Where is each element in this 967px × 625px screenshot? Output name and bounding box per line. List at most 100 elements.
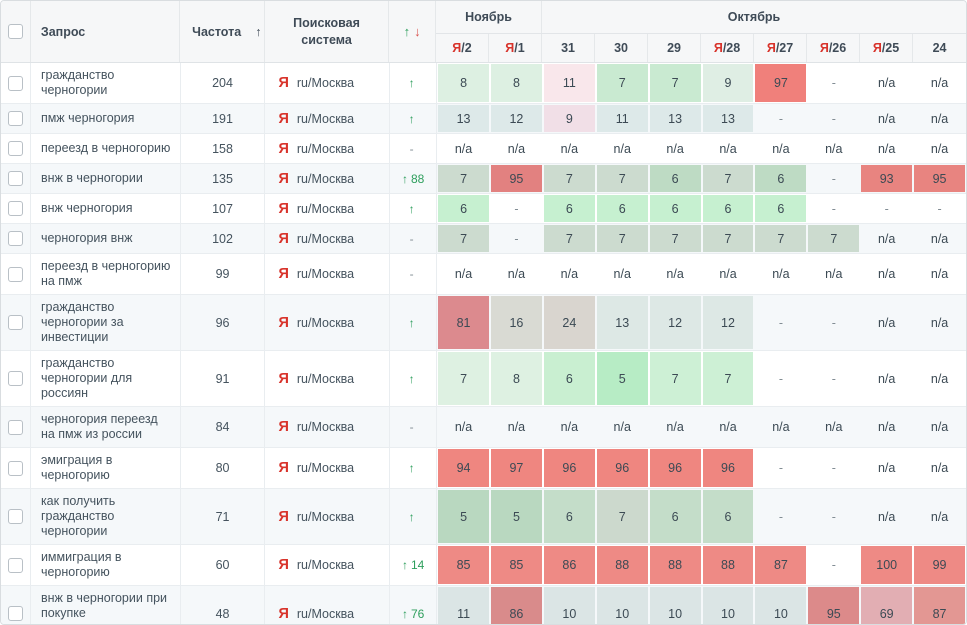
engine-region-label: ru/Москва [296, 111, 355, 126]
date-column-header[interactable]: Я/27 [754, 34, 808, 62]
position-cell: 85 [490, 545, 543, 585]
frequency-cell: 84 [181, 407, 266, 447]
column-header-change[interactable]: ↑ ↓ [389, 1, 437, 62]
query-cell[interactable]: переезд в черногорию на пмж [31, 254, 181, 294]
position-cell: 88 [702, 545, 755, 585]
table-row: иммиграция в черногорию 60 Я ru/Москва ↑… [1, 545, 966, 586]
position-cell: n/a [613, 267, 631, 281]
position-cell: 9 [543, 104, 596, 133]
query-cell[interactable]: черногория внж [31, 224, 181, 253]
position-cell: 6 [649, 489, 702, 544]
date-column-header[interactable]: Я/28 [701, 34, 755, 62]
position-cell: n/a [930, 267, 949, 281]
date-label: 29 [667, 41, 681, 55]
engine-cell: Я ru/Москва [265, 164, 391, 193]
row-checkbox[interactable] [7, 460, 23, 476]
query-cell[interactable]: гражданство черногории для россиян [31, 351, 181, 406]
query-cell[interactable]: эмиграция в черногорию [31, 448, 181, 488]
date-column-header[interactable]: Я/25 [860, 34, 914, 62]
date-column-header[interactable]: Я/1 [489, 34, 543, 62]
query-text: черногория внж [40, 231, 133, 245]
change-cell: ↑ 88 [390, 164, 438, 193]
query-cell[interactable]: пмж черногория [31, 104, 181, 133]
column-header-query[interactable]: Запрос [31, 1, 181, 62]
position-cell: - [778, 509, 783, 524]
position-cell: n/a [877, 141, 896, 156]
position-cell: n/a [719, 420, 737, 434]
query-cell[interactable]: гражданство черногории за инвестиции [31, 295, 181, 350]
position-cell: n/a [930, 371, 949, 386]
row-checkbox[interactable] [7, 231, 23, 246]
query-cell[interactable]: черногория переезд на пмж из россии [31, 407, 181, 447]
row-checkbox[interactable] [7, 201, 23, 216]
position-cell: 10 [649, 586, 702, 624]
position-cell: n/a [930, 420, 949, 434]
date-column-header[interactable]: 24 [913, 34, 966, 62]
position-cell: - [778, 461, 783, 475]
engine-cell: Я ru/Москва [265, 194, 391, 223]
position-cell: 11 [543, 63, 596, 103]
position-cell: - [778, 371, 783, 386]
position-cell: 12 [649, 295, 702, 350]
row-checkbox[interactable] [7, 509, 23, 524]
position-cell: 6 [649, 164, 702, 193]
yandex-icon: Я [278, 230, 289, 247]
row-checkbox[interactable] [7, 419, 23, 435]
row-checkbox[interactable] [7, 557, 23, 573]
query-cell[interactable]: иммиграция в черногорию [31, 545, 181, 585]
row-checkbox[interactable] [7, 266, 23, 282]
position-cell: 87 [754, 545, 807, 585]
position-cell: 95 [807, 586, 860, 624]
row-checkbox[interactable] [7, 315, 23, 330]
yandex-update-icon: Я [766, 41, 776, 55]
select-all-cell [1, 1, 31, 62]
date-column-header[interactable]: 31 [542, 34, 596, 62]
column-header-frequency[interactable]: Частота ↑ [180, 1, 265, 62]
change-arrow-icon: ↑ [408, 315, 415, 330]
position-cell: 6 [543, 489, 596, 544]
position-cell: 8 [437, 63, 490, 103]
position-cell: n/a [825, 141, 843, 156]
query-cell[interactable]: как получить гражданство черногории [31, 489, 181, 544]
query-text: переезд в черногорию [40, 141, 171, 155]
query-cell[interactable]: внж в черногории [31, 164, 181, 193]
position-cell: 95 [913, 164, 966, 193]
engine-region-label: ru/Москва [296, 509, 355, 524]
row-checkbox[interactable] [7, 111, 23, 126]
row-checkbox[interactable] [7, 606, 23, 621]
row-checkbox[interactable] [7, 141, 23, 156]
frequency-cell: 107 [181, 194, 266, 223]
query-text: как получить гражданство черногории [40, 494, 116, 538]
date-column-header[interactable]: 29 [648, 34, 702, 62]
engine-cell: Я ru/Москва [265, 448, 391, 488]
dates-row: Я/2 Я/1 31 30 29 Я/28 Я/27 Я/26 Я/25 24 [436, 34, 966, 62]
row-checkbox-cell [1, 104, 31, 133]
position-cell: 69 [860, 586, 913, 624]
row-checkbox[interactable] [7, 75, 23, 91]
yandex-icon: Я [278, 200, 289, 217]
table-row: пмж черногория 191 Я ru/Москва ↑ 13 12 9 11… [1, 104, 966, 134]
query-cell[interactable]: гражданство черногории [31, 63, 181, 103]
row-checkbox[interactable] [7, 371, 23, 386]
position-cell: - [778, 111, 783, 126]
date-column-header[interactable]: Я/2 [436, 34, 490, 62]
query-cell[interactable]: внж в черногории при покупке недвижимост… [31, 586, 181, 624]
position-cell: - [514, 231, 519, 246]
change-arrow-icon: ↑ [408, 461, 415, 475]
yandex-update-icon: Я [872, 41, 882, 55]
dates-header: Ноябрь Октябрь Я/2 Я/1 31 30 29 Я/28 Я/27… [436, 1, 966, 62]
date-label: /27 [775, 41, 794, 55]
select-all-checkbox[interactable] [7, 24, 23, 39]
date-column-header[interactable]: 30 [595, 34, 649, 62]
yandex-icon: Я [278, 314, 289, 331]
column-header-engine[interactable]: Поисковая система [265, 1, 390, 62]
date-label: /26 [828, 41, 847, 55]
date-column-header[interactable]: Я/26 [807, 34, 861, 62]
row-checkbox[interactable] [7, 171, 23, 186]
position-cell: n/a [507, 267, 526, 281]
query-cell[interactable]: переезд в черногорию [31, 134, 181, 163]
row-checkbox-cell [1, 254, 31, 294]
position-cell: 6 [437, 194, 490, 223]
query-cell[interactable]: внж черногория [31, 194, 181, 223]
